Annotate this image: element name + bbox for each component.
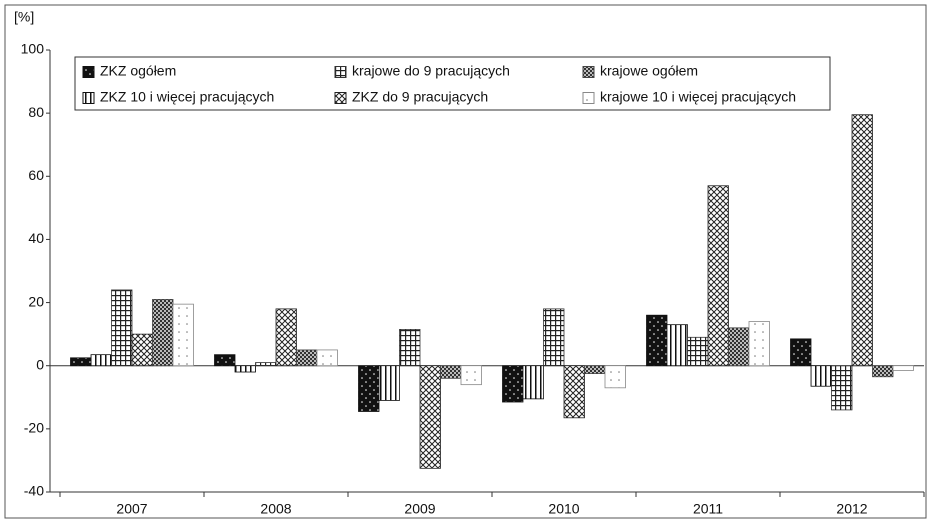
y-tick-label: 100: [21, 41, 45, 57]
legend-swatch: [582, 92, 595, 104]
bar: [234, 365, 256, 373]
y-tick-label: 20: [28, 293, 44, 309]
y-tick-label: 0: [36, 356, 44, 372]
bar: [584, 365, 606, 375]
bar: [790, 338, 812, 367]
bar: [707, 185, 729, 367]
frame: [4, 4, 927, 519]
legend-swatch: [334, 92, 347, 104]
bar: [604, 365, 626, 389]
legend-label: krajowe 10 i więcej pracujących: [600, 89, 796, 105]
legend-label: krajowe ogółem: [600, 63, 698, 79]
legend-swatch: [582, 66, 595, 78]
legend-label: ZKZ do 9 pracujących: [352, 89, 488, 105]
x-tick-label: 2007: [116, 501, 147, 517]
bar: [131, 333, 153, 367]
bar: [111, 289, 133, 367]
y-tick-label: 60: [28, 167, 44, 183]
bar: [687, 336, 709, 367]
legend-label: ZKZ ogółem: [100, 63, 176, 79]
y-tick-label: -20: [24, 420, 44, 436]
bar: [255, 362, 277, 367]
bar: [440, 365, 462, 379]
bar: [460, 365, 482, 386]
y-tick-label: 40: [28, 230, 44, 246]
x-tick-label: 2011: [693, 501, 723, 517]
bar: [90, 354, 112, 367]
x-tick-label: 2009: [404, 501, 435, 517]
bar: [296, 349, 318, 367]
bar: [316, 349, 338, 367]
bar: [152, 299, 174, 367]
x-tick-label: 2008: [260, 501, 291, 517]
bar: [872, 365, 894, 378]
bar: [214, 354, 236, 367]
bar: [563, 365, 585, 419]
legend-label: ZKZ 10 i więcej pracujących: [100, 89, 274, 105]
legend-label: krajowe do 9 pracujących: [352, 63, 510, 79]
bar: [646, 314, 668, 367]
bar: [728, 327, 750, 367]
x-tick-label: 2010: [548, 501, 579, 517]
bar: [419, 365, 441, 469]
legend-swatch: [82, 92, 95, 104]
bar: [748, 321, 770, 367]
bar: [275, 308, 297, 367]
bar: [831, 365, 853, 411]
bar: [358, 365, 380, 412]
legend-swatch: [334, 66, 347, 78]
bar: [378, 365, 400, 401]
bar: [851, 114, 873, 367]
bar: [522, 365, 544, 400]
bar: [172, 303, 194, 367]
bar: [399, 329, 421, 367]
bar: [543, 308, 565, 367]
y-tick-label: -40: [24, 483, 44, 499]
bar: [892, 365, 914, 371]
bar: [666, 324, 688, 367]
legend-swatch: [82, 66, 95, 78]
x-tick-label: 2012: [836, 501, 867, 517]
bar: [70, 357, 92, 367]
legend-box: [74, 56, 831, 111]
bar: [502, 365, 524, 403]
y-tick-label: 80: [28, 104, 44, 120]
y-unit-label: [%]: [14, 9, 34, 25]
bar: [810, 365, 832, 387]
